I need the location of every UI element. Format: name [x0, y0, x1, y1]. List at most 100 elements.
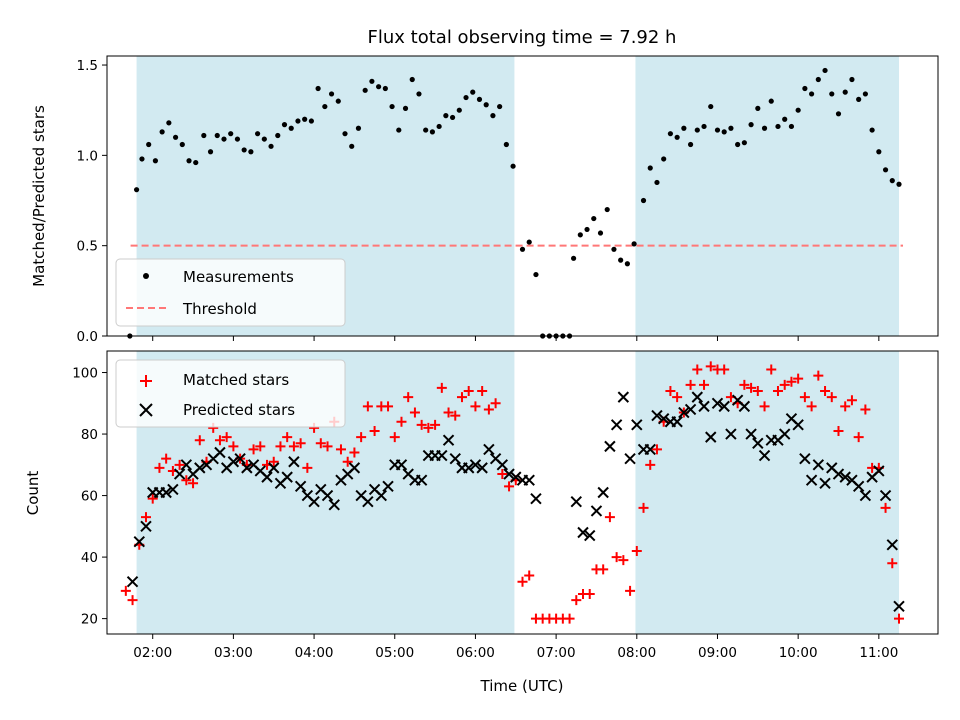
measurement-point — [362, 87, 368, 93]
measurement-point — [510, 163, 516, 169]
matched-star-point — [799, 392, 810, 403]
predicted-star-point — [805, 474, 818, 486]
predicted-star-point — [395, 459, 408, 471]
measurement-point — [721, 129, 727, 135]
measurement-point — [436, 123, 442, 130]
measurement-point — [681, 125, 687, 131]
measurement-point — [591, 215, 597, 222]
predicted-star-point — [261, 471, 273, 483]
measurement-point — [166, 120, 172, 126]
matched-star-point — [383, 401, 394, 412]
predicted-star-point — [294, 480, 307, 493]
x-tick-label: 06:00 — [456, 645, 495, 661]
measurement-point — [618, 257, 624, 263]
measurement-point — [842, 89, 848, 95]
matched-star-point — [497, 469, 508, 480]
measurement-point — [661, 156, 667, 162]
matched-star-point — [369, 425, 380, 436]
measurement-point — [328, 91, 335, 97]
measurement-point — [795, 107, 801, 113]
measurement-point — [456, 107, 462, 113]
matched-star-point — [140, 512, 151, 523]
shaded-interval — [635, 351, 900, 634]
matched-star-point — [705, 361, 716, 372]
matched-star-point — [423, 422, 434, 433]
matched-star-point — [409, 407, 420, 418]
measurement-point — [869, 127, 875, 133]
y-tick-label: 0.0 — [77, 329, 98, 345]
matched-star-point — [342, 456, 353, 467]
matched-star-point — [517, 576, 528, 587]
matched-star-point — [268, 456, 279, 467]
x-tick-label: 02:00 — [133, 645, 172, 661]
measurement-point — [476, 96, 483, 102]
matched-star-point — [625, 585, 636, 596]
matched-star-point — [302, 462, 313, 473]
measurement-point — [228, 131, 234, 137]
measurement-point — [241, 147, 247, 153]
predicted-star-point — [503, 468, 515, 480]
matched-star-point — [853, 432, 864, 443]
predicted-star-point — [738, 400, 751, 413]
measurement-point — [577, 232, 583, 238]
predicted-star-point — [234, 452, 246, 465]
predicted-star-point — [463, 462, 475, 474]
predicted-star-point — [879, 489, 892, 502]
measurement-point — [402, 105, 409, 111]
measurement-point — [755, 105, 761, 111]
predicted-star-point — [133, 536, 145, 548]
predicted-star-point — [698, 400, 710, 413]
matched-star-point — [120, 585, 131, 596]
measurement-point — [281, 122, 288, 128]
matched-star-point — [699, 379, 710, 390]
measurement-point — [714, 127, 721, 133]
predicted-star-point — [610, 419, 623, 431]
measurement-point — [376, 84, 382, 90]
legend-box-top — [115, 258, 346, 327]
predicted-star-point — [173, 468, 186, 480]
predicted-star-point — [584, 529, 596, 542]
measurement-point — [761, 125, 768, 131]
matched-star-point — [228, 441, 239, 452]
measurement-point — [526, 239, 532, 245]
measurement-point — [674, 134, 680, 140]
predicted-star-point — [436, 449, 448, 462]
observing-bands-bottom — [136, 351, 900, 634]
matched-star-point — [436, 382, 447, 393]
measurement-point — [214, 132, 220, 139]
measurement-point — [497, 103, 503, 110]
y-ticks-bottom: 20 40 60 80 100 — [72, 366, 107, 628]
predicted-star-point — [752, 437, 764, 449]
matched-star-point — [154, 462, 165, 473]
predicted-star-point — [859, 489, 872, 502]
measurement-point — [856, 96, 862, 102]
matched-star-point — [806, 401, 817, 412]
measurement-point — [179, 141, 185, 148]
measurement-point — [667, 131, 674, 137]
measurement-point — [159, 129, 165, 135]
measurement-point — [315, 85, 321, 92]
measurement-point — [631, 241, 637, 247]
measurement-point — [207, 149, 214, 155]
predicted-star-point — [832, 468, 845, 480]
measurement-point — [788, 123, 795, 130]
predicted-star-point — [678, 406, 690, 419]
y-tick-label: 1.5 — [77, 58, 98, 74]
matched-star-point — [430, 419, 441, 430]
measurement-point — [261, 136, 267, 142]
count-points — [120, 361, 905, 624]
measurement-point — [735, 141, 741, 148]
measurement-point — [519, 246, 526, 252]
measurement-point — [490, 113, 496, 119]
measurement-point — [896, 181, 902, 187]
matched-star-point — [181, 475, 192, 486]
predicted-star-point — [530, 492, 542, 505]
matched-star-point — [719, 364, 730, 375]
matched-star-point — [188, 478, 199, 489]
predicted-star-point — [651, 409, 663, 422]
predicted-star-point — [812, 459, 825, 471]
matched-star-point — [483, 404, 494, 415]
measurement-point — [268, 143, 274, 149]
count-panel: 02:00 03:00 04:00 05:00 06:00 07:00 08:00 09:00… — [24, 350, 939, 695]
x-tick-label: 03:00 — [214, 645, 253, 661]
